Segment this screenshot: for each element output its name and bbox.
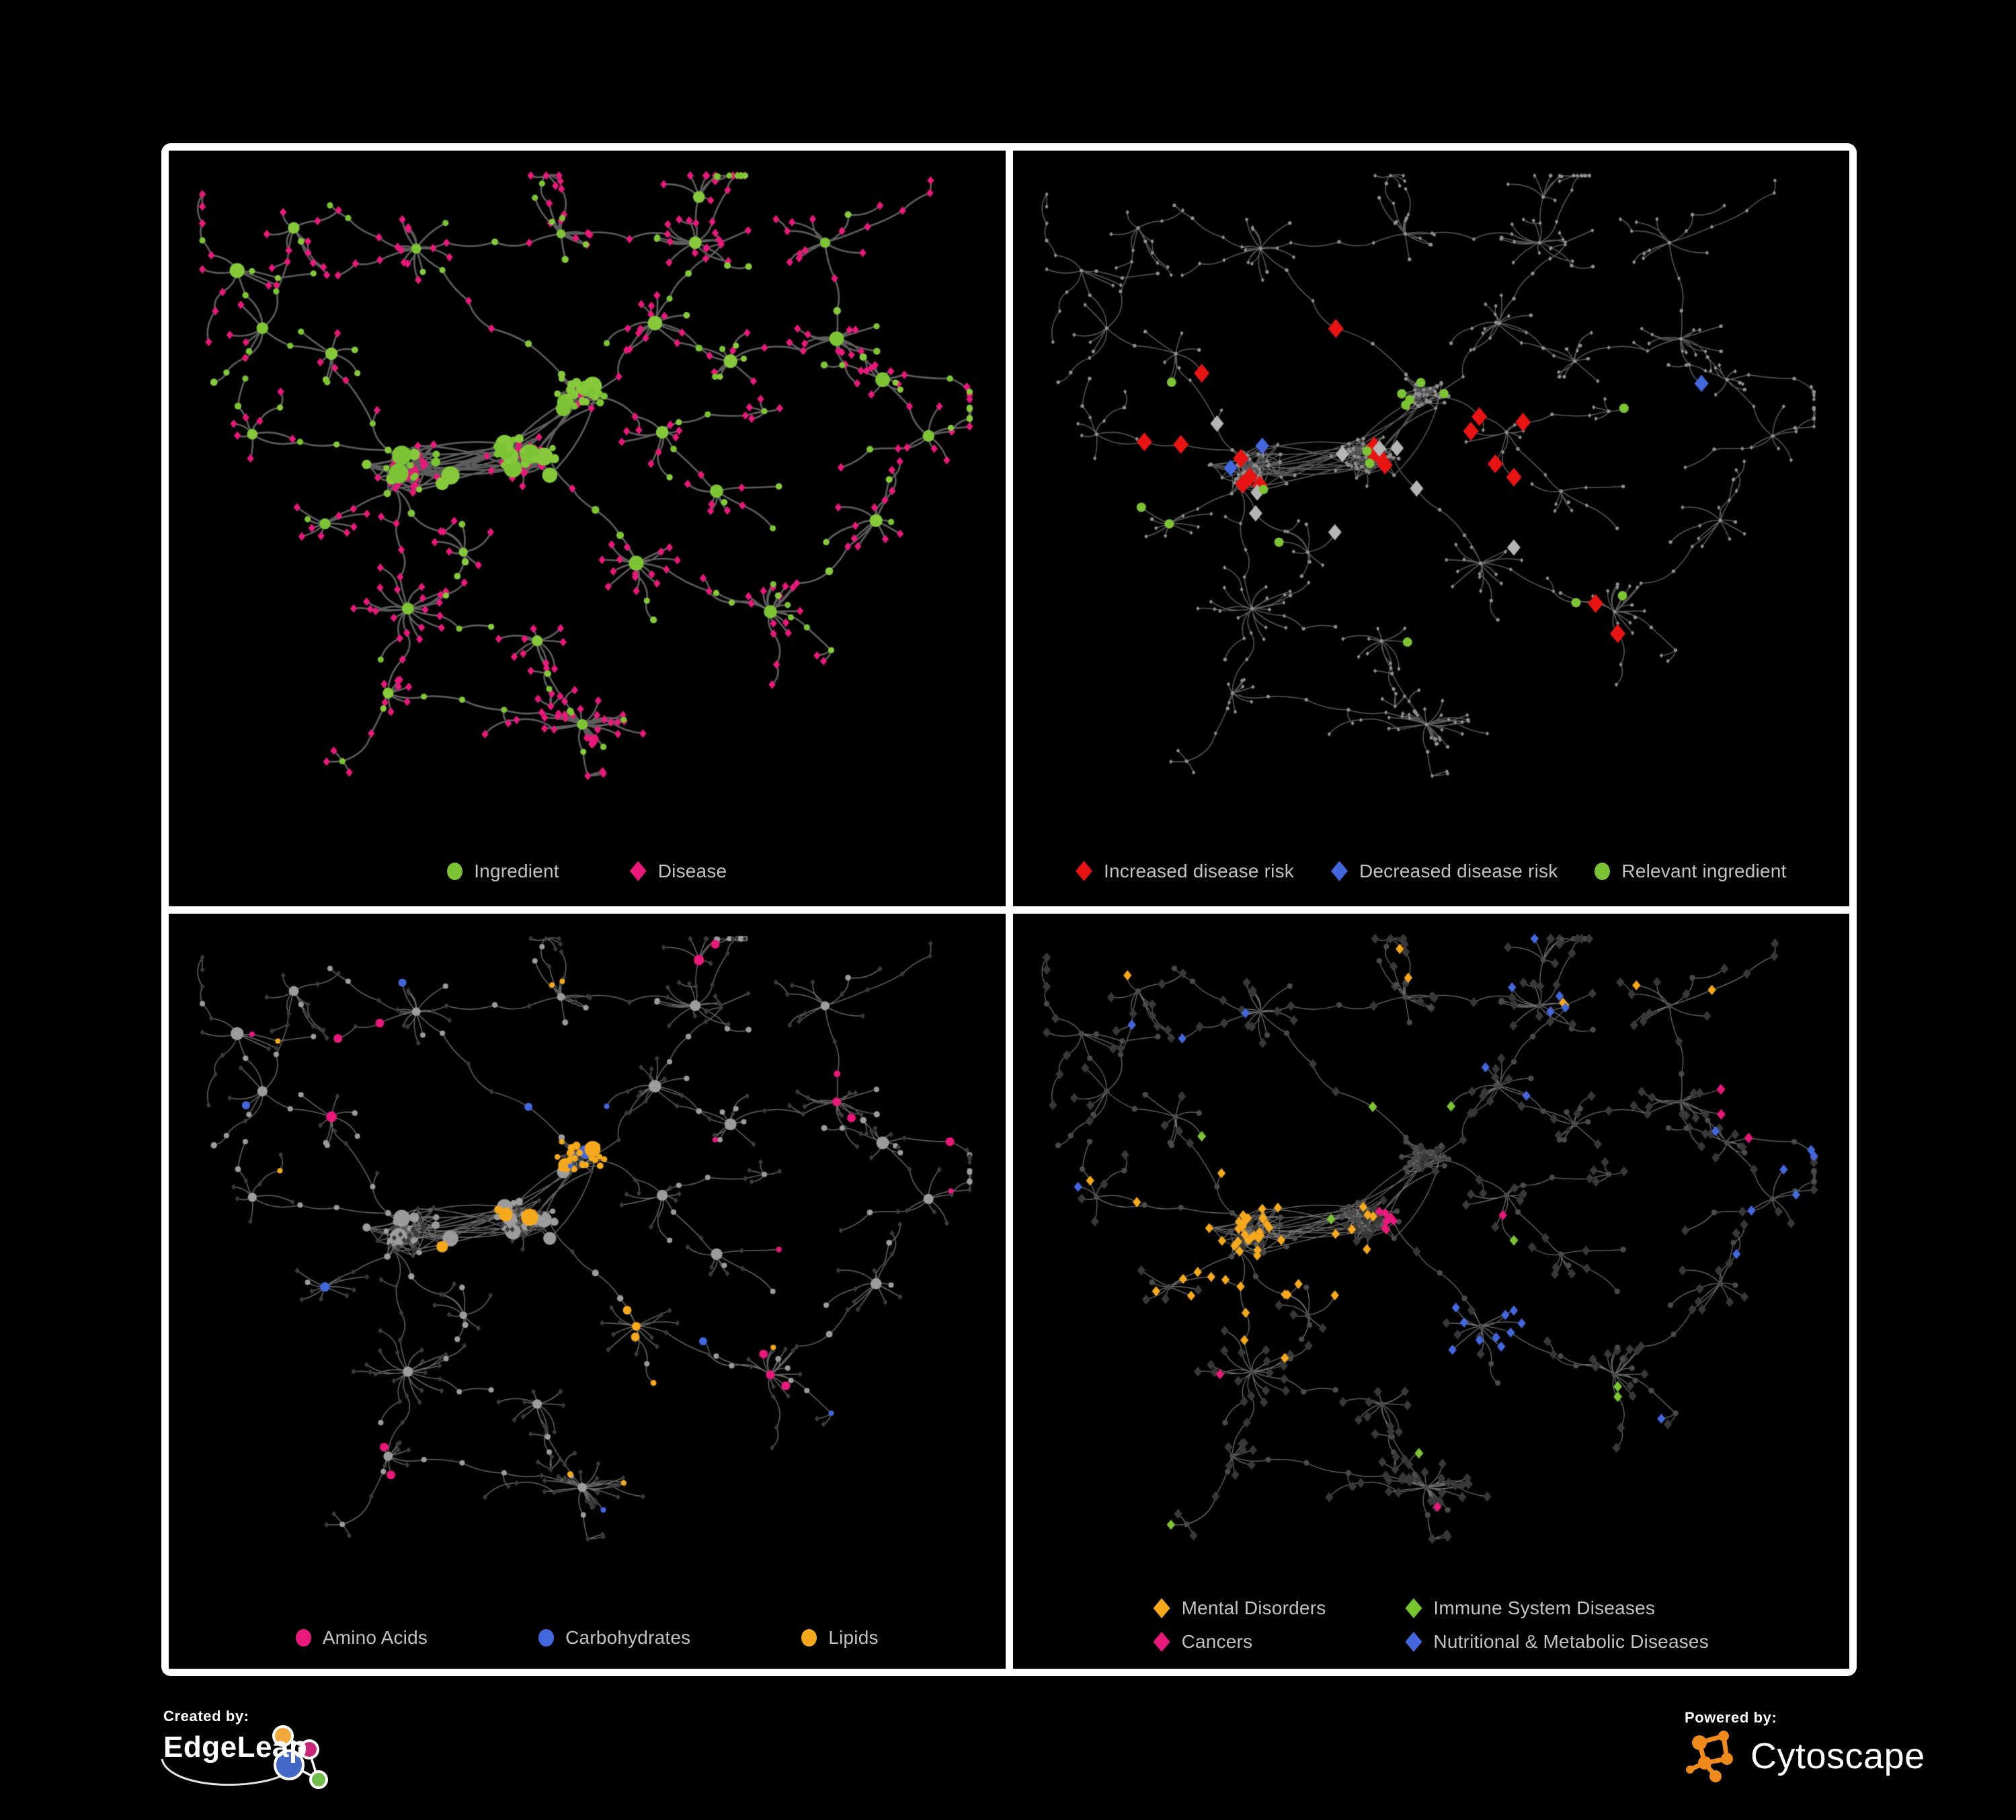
legend-label: Immune System Diseases bbox=[1433, 1597, 1656, 1618]
legend-item: Mental Disorders bbox=[1153, 1597, 1326, 1619]
legend-label: Lipids bbox=[828, 1627, 879, 1648]
network-graph-ingredient-disease bbox=[169, 151, 1006, 906]
lipids-marker-icon bbox=[801, 1629, 817, 1647]
panel-disease-risk: Increased disease risk Decreased disease… bbox=[1012, 151, 1850, 906]
legend-ingredient-disease: Ingredient Disease bbox=[169, 861, 1006, 882]
legend-label: Carbohydrates bbox=[565, 1627, 691, 1648]
cytoscape-wordmark: Cytoscape bbox=[1750, 1736, 1925, 1776]
cytoscape-credit: Powered by: Cytoscape bbox=[1685, 1709, 1925, 1784]
legend-item: Nutritional & Metabolic Diseases bbox=[1405, 1631, 1709, 1653]
nutritional-metabolic-marker-icon bbox=[1405, 1632, 1422, 1652]
increased-risk-marker-icon bbox=[1076, 861, 1092, 881]
legend-disease-classes: Mental Disorders Immune System Diseases … bbox=[1153, 1597, 1709, 1653]
decreased-risk-marker-icon bbox=[1330, 861, 1348, 881]
panel-nutrient-classes: Amino Acids Carbohydrates Lipids bbox=[169, 913, 1006, 1669]
legend-label: Increased disease risk bbox=[1104, 860, 1294, 881]
disease-marker-icon bbox=[629, 861, 647, 881]
legend-nutrient-classes: Amino Acids Carbohydrates Lipids bbox=[169, 1627, 1006, 1649]
legend-item: Carbohydrates bbox=[538, 1627, 690, 1649]
legend-item: Immune System Diseases bbox=[1405, 1597, 1708, 1619]
amino-acids-marker-icon bbox=[295, 1629, 311, 1647]
network-graph-disease-classes bbox=[1012, 913, 1849, 1669]
immune-system-diseases-marker-icon bbox=[1405, 1598, 1422, 1618]
carbohydrates-marker-icon bbox=[538, 1629, 555, 1647]
legend-label: Mental Disorders bbox=[1181, 1597, 1326, 1618]
legend-item: Decreased disease risk bbox=[1330, 860, 1558, 882]
legend-item: Relevant ingredient bbox=[1595, 861, 1786, 882]
legend-item: Lipids bbox=[801, 1627, 879, 1649]
legend-label: Amino Acids bbox=[322, 1627, 428, 1648]
edgeleap-brand-row: EdgeLeap bbox=[161, 1725, 365, 1789]
ingredient-marker-icon bbox=[447, 862, 463, 880]
created-by-label: Created by: bbox=[163, 1708, 249, 1725]
legend-item: Ingredient bbox=[447, 861, 559, 882]
powered-by-label: Powered by: bbox=[1685, 1709, 1777, 1726]
legend-item: Increased disease risk bbox=[1076, 861, 1294, 882]
legend-item: Disease bbox=[629, 860, 727, 882]
network-graph-disease-risk bbox=[1012, 151, 1849, 906]
cancers-marker-icon bbox=[1153, 1632, 1170, 1652]
edgeleap-wordmark: EdgeLeap bbox=[163, 1731, 308, 1764]
legend-disease-risk: Increased disease risk Decreased disease… bbox=[1013, 861, 1850, 882]
legend-label: Nutritional & Metabolic Diseases bbox=[1433, 1631, 1709, 1652]
legend-label: Cancers bbox=[1181, 1631, 1253, 1652]
network-graph-nutrient-classes bbox=[169, 913, 1006, 1669]
legend-item: Cancers bbox=[1153, 1631, 1326, 1653]
edgeleap-credit: Created by: EdgeLeap bbox=[161, 1708, 365, 1789]
legend-label: Ingredient bbox=[474, 860, 559, 881]
legend-label: Relevant ingredient bbox=[1621, 860, 1787, 881]
legend-label: Decreased disease risk bbox=[1359, 860, 1558, 881]
cytoscape-logo-icon bbox=[1686, 1731, 1733, 1782]
edgeleap-logo-icon bbox=[161, 1725, 328, 1789]
panel-ingredient-disease: Ingredient Disease bbox=[169, 151, 1006, 906]
panel-disease-classes: Mental Disorders Immune System Diseases … bbox=[1012, 913, 1849, 1669]
mental-disorders-marker-icon bbox=[1153, 1598, 1170, 1618]
legend-item: Amino Acids bbox=[295, 1627, 428, 1649]
legend-label: Disease bbox=[657, 860, 727, 881]
relevant-ingredient-marker-icon bbox=[1595, 862, 1611, 880]
four-panel-board: Ingredient Disease Increased disease ris… bbox=[161, 143, 1857, 1676]
cytoscape-brand-row: Cytoscape bbox=[1685, 1728, 1925, 1784]
